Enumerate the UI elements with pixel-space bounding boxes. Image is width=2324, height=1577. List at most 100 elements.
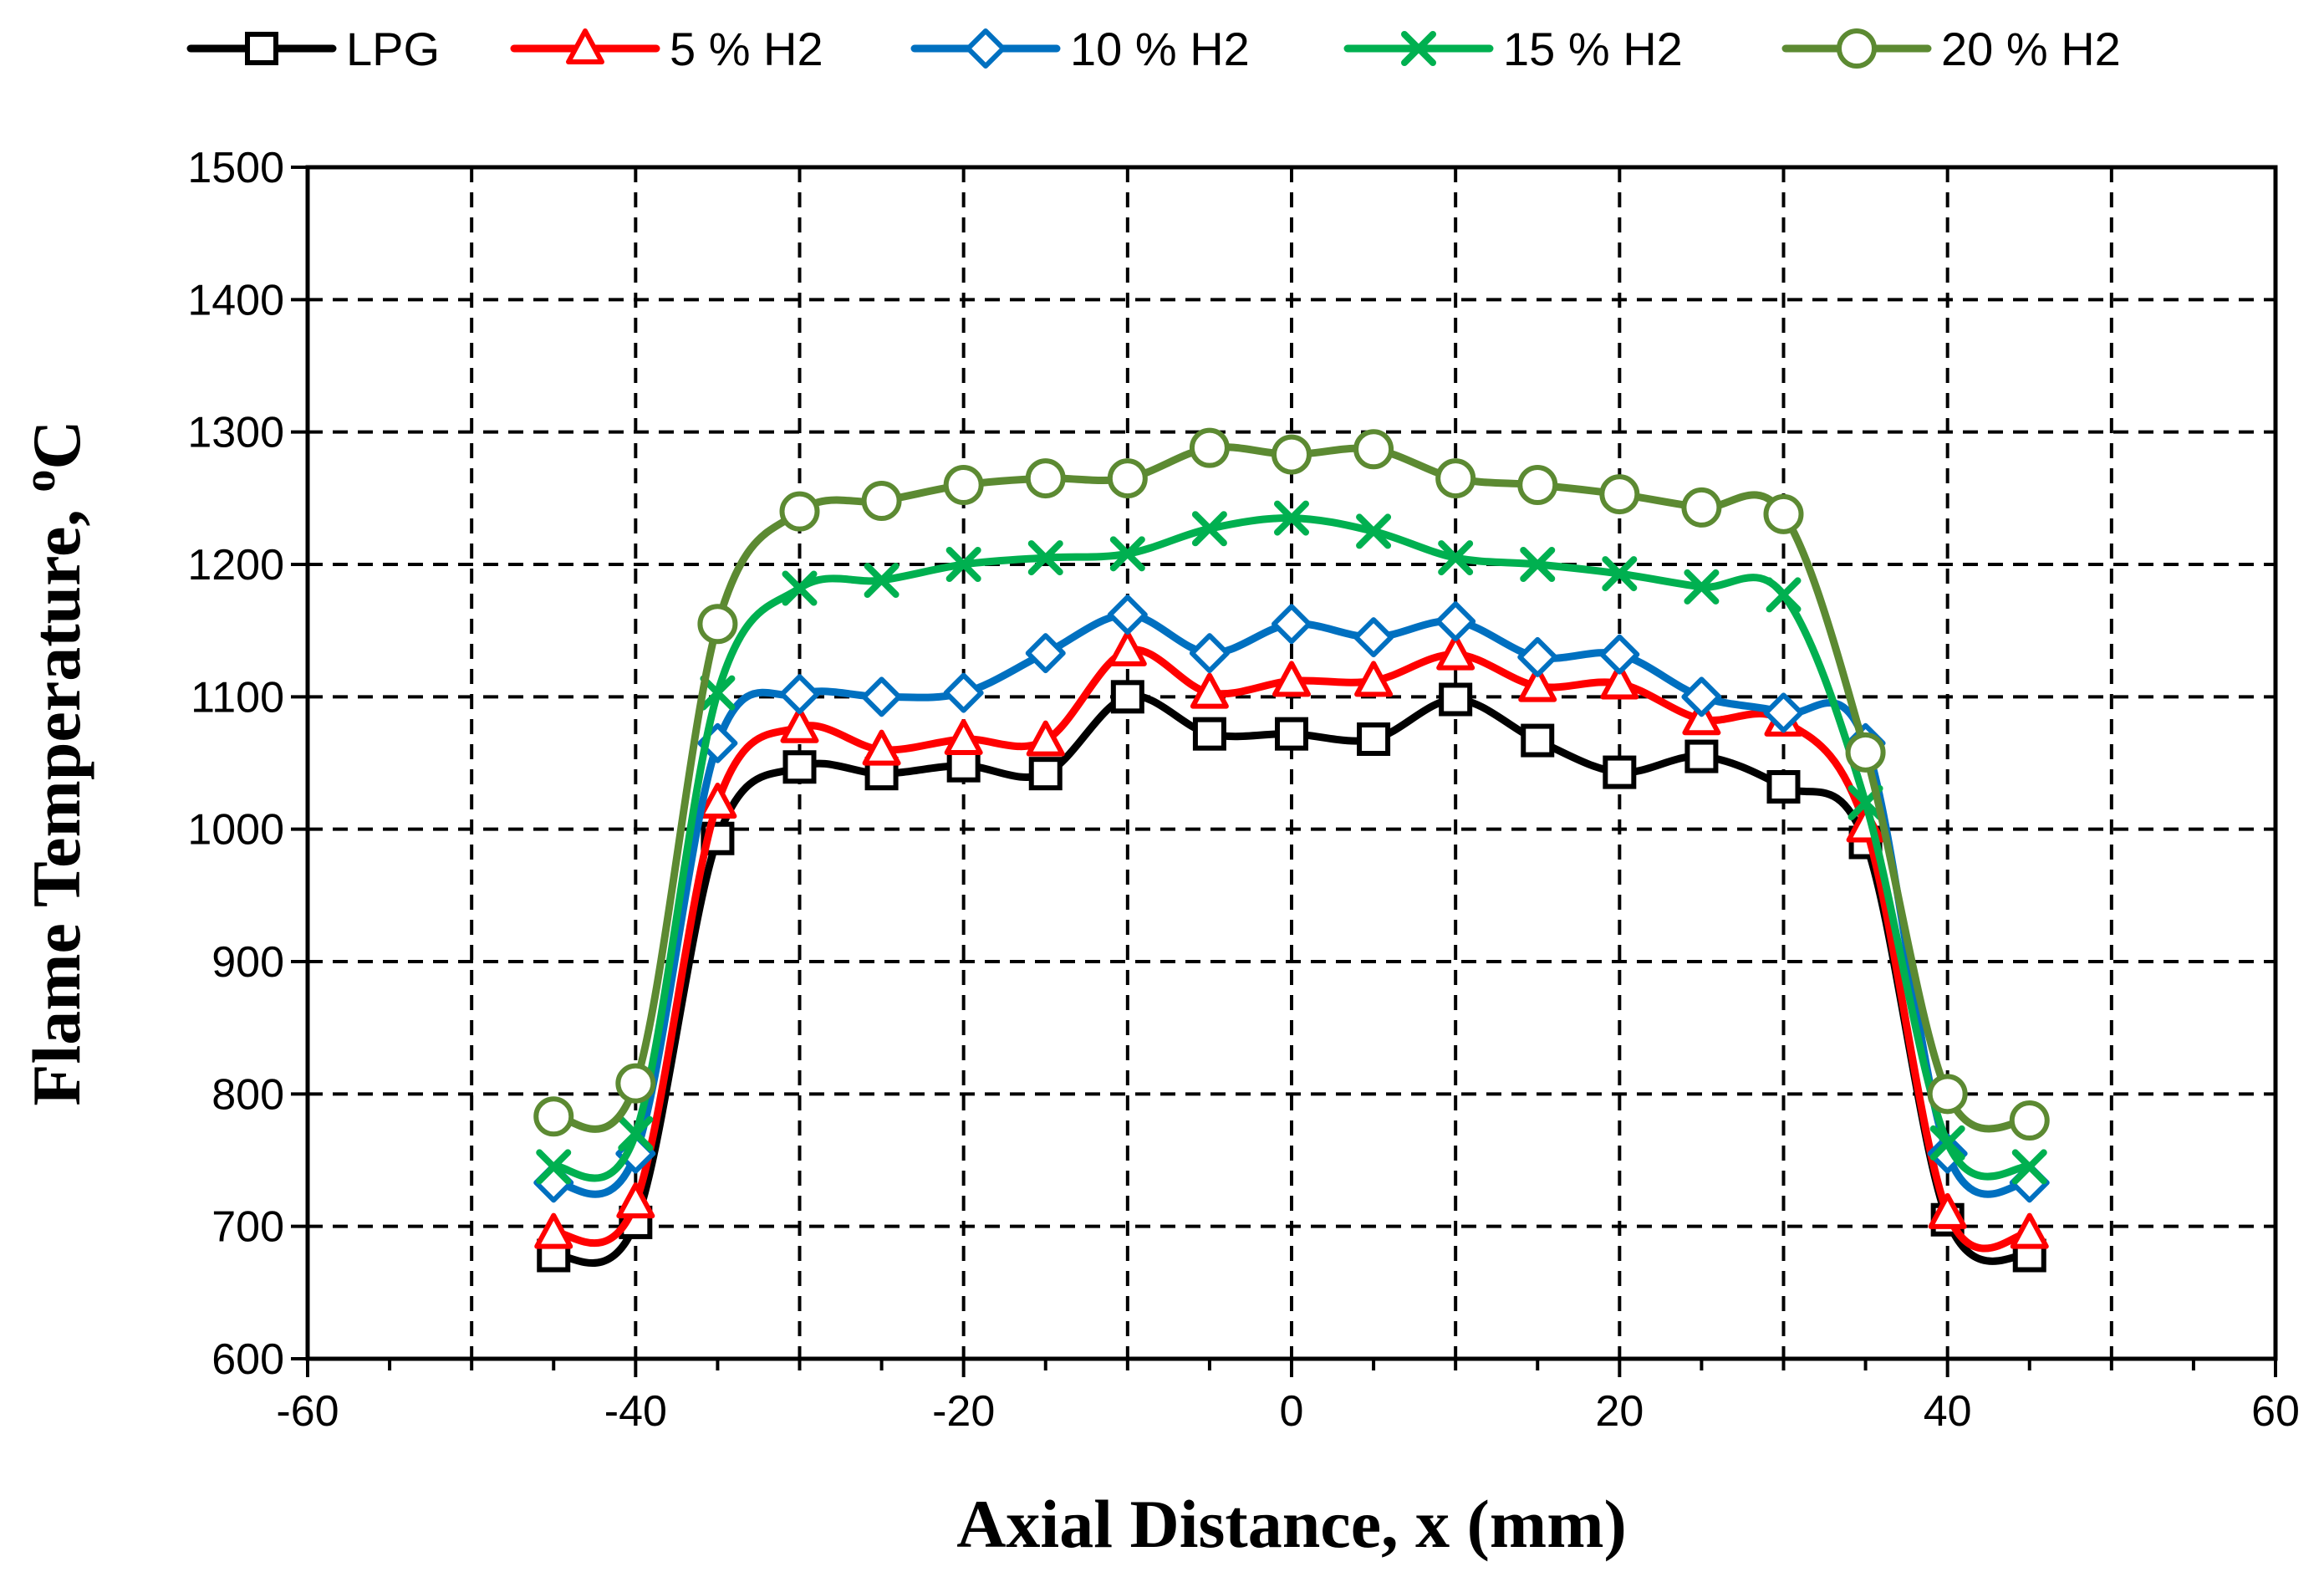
y-tick-label: 1300: [187, 409, 284, 457]
data-point-marker: [1192, 717, 1226, 751]
legend-item-3: 15 % H2: [1343, 23, 1683, 75]
x-tick-label: 0: [1280, 1387, 1304, 1436]
data-point-marker: [1436, 634, 1475, 671]
legend-item-0: LPG: [186, 23, 440, 75]
x-axis-title: Axial Distance, x (mm): [956, 1486, 1627, 1562]
x-tick-label: 20: [1595, 1387, 1644, 1436]
data-point-marker: [1356, 513, 1392, 549]
data-point-marker: [1599, 474, 1640, 515]
y-tick-label: 1200: [187, 541, 284, 589]
data-point-marker: [697, 604, 738, 645]
legend-item-4: 20 % H2: [1781, 23, 2121, 75]
legend-marker: [1401, 31, 1436, 66]
data-point-marker: [533, 1096, 574, 1137]
data-point-marker: [698, 783, 737, 819]
legend-item-2: 10 % H2: [910, 23, 1250, 75]
data-point-marker: [943, 672, 984, 713]
data-point-marker: [1928, 1192, 1967, 1229]
data-point-marker: [1599, 634, 1640, 675]
data-point-marker: [1439, 682, 1473, 717]
data-point-marker: [1109, 536, 1145, 572]
data-point-marker: [944, 719, 983, 755]
data-point-marker: [864, 563, 900, 598]
data-point-marker: [1520, 547, 1556, 582]
y-tick-label: 1000: [187, 806, 284, 855]
data-point-marker: [946, 748, 981, 783]
x-tick-label: -40: [604, 1387, 667, 1436]
legend-marker: [245, 32, 278, 65]
data-point-marker: [1682, 699, 1721, 736]
data-point-marker: [1191, 511, 1227, 547]
y-tick-label: 900: [212, 938, 284, 987]
data-point-marker: [616, 1182, 655, 1219]
legend-label: 15 % H2: [1503, 23, 1683, 75]
data-point-marker: [534, 1212, 573, 1249]
data-point-marker: [782, 570, 818, 606]
y-tick-label: 1400: [187, 276, 284, 324]
data-series: [533, 427, 2050, 1273]
data-point-marker: [1353, 429, 1394, 470]
series-2: [533, 595, 2050, 1203]
legend-marker: [966, 28, 1006, 69]
data-point-marker: [779, 491, 820, 532]
series-3: [536, 500, 2047, 1185]
legend: LPG 5 % H2 10 % H2 15 % H2 20 % H2: [186, 23, 2121, 75]
y-tick-label: 1100: [191, 673, 284, 722]
data-point-marker: [1353, 617, 1394, 658]
axis-ticks: -60 -40 -20 0 20 40 60 600 700 800 900 1000 1100 1200…: [187, 144, 2300, 1436]
x-tick-label: 40: [1924, 1387, 1972, 1436]
data-point-marker: [1518, 666, 1557, 702]
data-point-marker: [943, 465, 984, 505]
series-4: [533, 427, 2050, 1141]
y-axis-title-sup: o: [14, 470, 64, 492]
data-point-marker: [1272, 661, 1311, 697]
legend-item-1: 5 % H2: [510, 23, 823, 75]
data-point-marker: [1681, 487, 1722, 528]
data-point-marker: [615, 1063, 656, 1104]
x-tick-label: 60: [2251, 1387, 2300, 1436]
data-point-marker: [1602, 556, 1638, 592]
legend-marker: [566, 28, 604, 64]
data-point-marker: [618, 1115, 654, 1151]
data-point-marker: [861, 481, 902, 521]
data-point-marker: [1275, 717, 1308, 751]
legend-marker: [1837, 28, 1877, 69]
y-tick-label: 600: [212, 1335, 284, 1384]
y-tick-label: 700: [212, 1203, 284, 1252]
data-point-marker: [1603, 755, 1637, 789]
data-point-marker: [1028, 757, 1063, 791]
data-point-marker: [1684, 569, 1720, 605]
y-axis-title-main: Flame Temperature,: [18, 492, 94, 1106]
y-tick-label: 800: [212, 1070, 284, 1119]
data-point-marker: [1435, 601, 1476, 642]
data-point-marker: [1025, 458, 1066, 499]
data-point-marker: [1521, 723, 1555, 758]
data-point-marker: [1026, 720, 1065, 757]
data-point-marker: [1766, 577, 1802, 613]
data-point-marker: [1027, 540, 1063, 576]
data-point-marker: [2010, 1212, 2049, 1249]
data-point-marker: [2011, 1149, 2047, 1185]
data-point-marker: [780, 707, 819, 743]
data-point-marker: [1274, 500, 1309, 536]
data-point-marker: [1763, 493, 1804, 534]
y-axis-title: Flame Temperature, oC: [14, 420, 94, 1105]
data-point-marker: [861, 676, 902, 717]
data-point-marker: [1272, 434, 1312, 475]
data-point-marker: [1684, 739, 1719, 773]
x-tick-label: -20: [932, 1387, 995, 1436]
data-point-marker: [1766, 770, 1801, 804]
data-point-marker: [2009, 1100, 2050, 1141]
data-point-marker: [1681, 676, 1722, 717]
legend-label: 20 % H2: [1941, 23, 2121, 75]
data-point-marker: [1435, 458, 1476, 499]
data-point-marker: [1517, 465, 1558, 505]
data-point-marker: [1110, 680, 1144, 714]
data-point-marker: [1025, 633, 1066, 674]
data-point-marker: [1763, 692, 1804, 733]
data-point-marker: [1927, 1074, 1968, 1115]
data-point-marker: [945, 547, 981, 582]
legend-label: 5 % H2: [670, 23, 823, 75]
